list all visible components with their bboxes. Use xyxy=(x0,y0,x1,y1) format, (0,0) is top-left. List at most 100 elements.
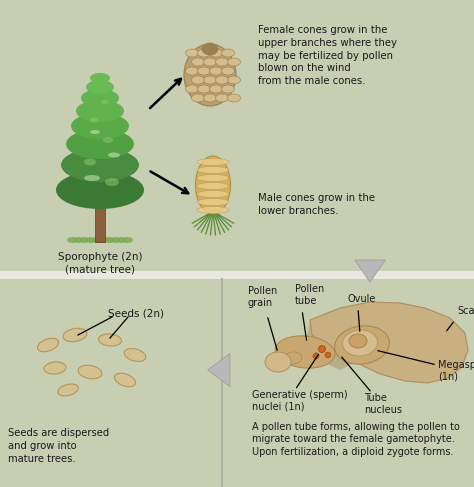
Ellipse shape xyxy=(228,58,240,66)
Ellipse shape xyxy=(197,190,229,198)
Ellipse shape xyxy=(90,117,99,123)
Text: Pollen
grain: Pollen grain xyxy=(248,286,277,308)
Text: Generative (sperm)
nuclei (1n): Generative (sperm) nuclei (1n) xyxy=(252,390,347,412)
Text: Pollen
tube: Pollen tube xyxy=(295,284,324,306)
Ellipse shape xyxy=(202,43,218,55)
Ellipse shape xyxy=(99,334,121,346)
Ellipse shape xyxy=(61,148,139,182)
FancyArrowPatch shape xyxy=(355,260,385,282)
Ellipse shape xyxy=(71,113,129,139)
Text: Megaspore
(1n): Megaspore (1n) xyxy=(438,360,474,382)
Ellipse shape xyxy=(48,370,62,373)
Ellipse shape xyxy=(210,49,222,57)
Ellipse shape xyxy=(83,374,97,377)
Ellipse shape xyxy=(349,334,367,348)
Ellipse shape xyxy=(124,349,146,361)
Ellipse shape xyxy=(197,158,229,166)
Ellipse shape xyxy=(105,178,119,186)
Ellipse shape xyxy=(63,328,87,342)
Ellipse shape xyxy=(90,73,110,83)
Ellipse shape xyxy=(210,85,222,93)
Ellipse shape xyxy=(221,67,235,75)
Ellipse shape xyxy=(81,89,119,107)
Ellipse shape xyxy=(198,49,210,57)
Ellipse shape xyxy=(265,352,291,372)
Ellipse shape xyxy=(185,67,199,75)
Ellipse shape xyxy=(185,85,199,93)
Ellipse shape xyxy=(90,130,100,134)
Bar xyxy=(0,271,474,279)
Ellipse shape xyxy=(197,167,229,173)
Ellipse shape xyxy=(191,94,204,102)
Ellipse shape xyxy=(86,80,114,94)
Ellipse shape xyxy=(284,352,302,364)
Ellipse shape xyxy=(84,175,100,181)
Ellipse shape xyxy=(78,365,102,379)
Text: A pollen tube forms, allowing the pollen to
migrate toward the female gametophyt: A pollen tube forms, allowing the pollen… xyxy=(252,422,460,457)
Ellipse shape xyxy=(73,237,83,243)
Ellipse shape xyxy=(86,237,96,243)
Ellipse shape xyxy=(103,137,113,143)
Ellipse shape xyxy=(228,76,240,84)
Ellipse shape xyxy=(42,346,54,351)
Ellipse shape xyxy=(228,94,240,102)
Ellipse shape xyxy=(104,237,114,243)
Ellipse shape xyxy=(198,67,210,75)
Ellipse shape xyxy=(80,237,90,243)
Ellipse shape xyxy=(66,129,134,159)
Ellipse shape xyxy=(216,76,228,84)
Ellipse shape xyxy=(84,158,96,166)
Ellipse shape xyxy=(44,362,66,374)
Ellipse shape xyxy=(67,237,77,243)
Ellipse shape xyxy=(216,94,228,102)
Ellipse shape xyxy=(197,206,229,213)
Circle shape xyxy=(325,352,331,358)
Ellipse shape xyxy=(221,85,235,93)
Ellipse shape xyxy=(68,337,82,340)
Text: Male cones grow in the
lower branches.: Male cones grow in the lower branches. xyxy=(258,193,375,216)
Text: Sporophyte (2n)
(mature tree): Sporophyte (2n) (mature tree) xyxy=(58,252,142,274)
Ellipse shape xyxy=(110,237,120,243)
Text: Scale: Scale xyxy=(457,306,474,316)
Ellipse shape xyxy=(62,391,74,395)
Ellipse shape xyxy=(203,94,217,102)
Text: Female cones grow in the
upper branches where they
may be fertilized by pollen
b: Female cones grow in the upper branches … xyxy=(258,25,397,86)
Ellipse shape xyxy=(203,76,217,84)
Ellipse shape xyxy=(216,58,228,66)
Bar xyxy=(95,202,105,242)
Polygon shape xyxy=(310,302,468,383)
Ellipse shape xyxy=(56,171,144,209)
Ellipse shape xyxy=(117,237,127,243)
Ellipse shape xyxy=(119,381,131,386)
Ellipse shape xyxy=(128,356,141,361)
Ellipse shape xyxy=(98,237,108,243)
Ellipse shape xyxy=(185,49,199,57)
Ellipse shape xyxy=(191,58,204,66)
Ellipse shape xyxy=(103,342,117,345)
Ellipse shape xyxy=(195,156,230,214)
FancyArrowPatch shape xyxy=(208,354,230,387)
Ellipse shape xyxy=(198,85,210,93)
Circle shape xyxy=(313,353,319,359)
Ellipse shape xyxy=(197,183,229,189)
Text: Seeds are dispersed
and grow into
mature trees.: Seeds are dispersed and grow into mature… xyxy=(8,428,109,464)
Ellipse shape xyxy=(191,76,204,84)
Ellipse shape xyxy=(76,100,124,122)
Polygon shape xyxy=(306,320,355,370)
Ellipse shape xyxy=(197,199,229,206)
Ellipse shape xyxy=(335,326,389,364)
Text: Tube
nucleus: Tube nucleus xyxy=(364,393,402,414)
Ellipse shape xyxy=(92,237,102,243)
Ellipse shape xyxy=(114,373,136,387)
Ellipse shape xyxy=(197,174,229,182)
Ellipse shape xyxy=(123,237,133,243)
Text: Ovule: Ovule xyxy=(348,294,376,304)
Text: Seeds (2n): Seeds (2n) xyxy=(108,308,164,318)
Ellipse shape xyxy=(210,67,222,75)
Ellipse shape xyxy=(101,100,109,104)
Ellipse shape xyxy=(221,49,235,57)
Ellipse shape xyxy=(37,338,58,352)
Ellipse shape xyxy=(184,44,236,106)
Circle shape xyxy=(319,345,326,353)
Ellipse shape xyxy=(343,330,377,356)
